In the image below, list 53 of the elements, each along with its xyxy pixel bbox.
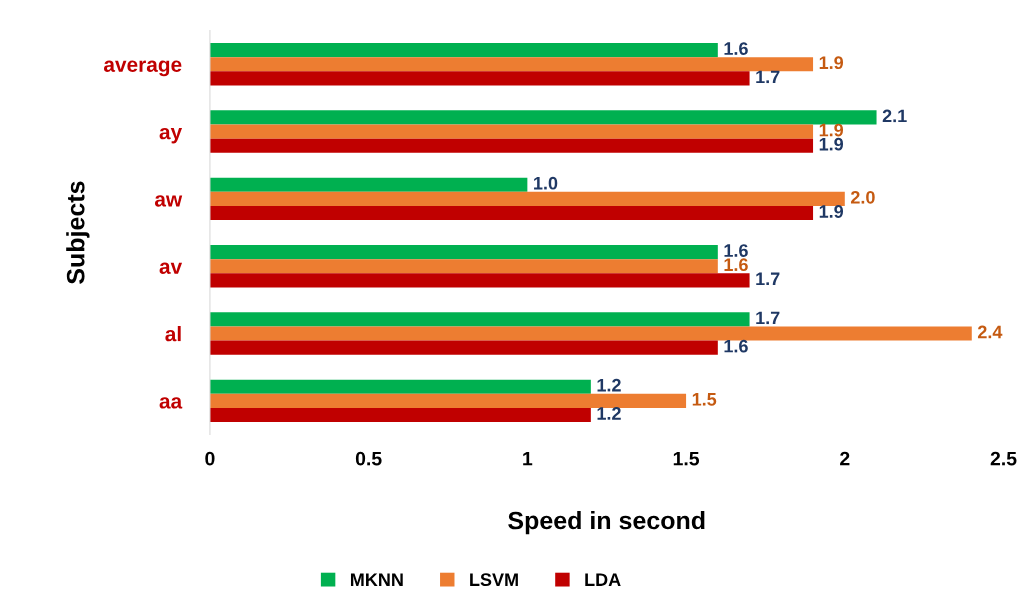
- data-label: 2.0: [850, 190, 875, 204]
- bar: [209, 43, 718, 58]
- y-axis-title: Subjects: [66, 181, 90, 284]
- bar: [209, 259, 718, 274]
- bar: [209, 57, 814, 72]
- bar: [209, 177, 528, 192]
- data-label: 1.0: [534, 176, 558, 190]
- bar: [209, 407, 591, 423]
- data-label: 1.7: [756, 272, 780, 286]
- data-label: 1.6: [724, 42, 748, 55]
- data-label: 1.7: [756, 311, 780, 325]
- data-label: 1.9: [819, 205, 844, 218]
- x-axis-title: Speed in second: [508, 510, 705, 535]
- y-tick-label: al: [165, 325, 181, 342]
- x-tick-label: 1: [523, 451, 533, 466]
- data-label: 1.7: [756, 70, 780, 84]
- bar: [209, 205, 814, 221]
- legend-label: MKNN: [350, 573, 403, 586]
- y-tick-label: aa: [159, 397, 183, 409]
- legend-label: LDA: [585, 573, 621, 586]
- data-label: 1.2: [597, 407, 621, 420]
- x-tick-label: 1.5: [673, 451, 700, 466]
- bar: [209, 379, 591, 394]
- bar: [209, 393, 687, 408]
- y-tick-label: ay: [159, 127, 183, 144]
- bar: [209, 326, 972, 341]
- data-label: 1.6: [724, 339, 748, 353]
- x-tick-label: 2.5: [990, 451, 1017, 466]
- y-tick-label: aw: [154, 195, 183, 207]
- data-label: 1.9: [819, 56, 844, 70]
- bar: [209, 340, 718, 355]
- data-label: 2.1: [882, 109, 907, 123]
- bar: [209, 124, 814, 139]
- data-label: 2.4: [977, 325, 1003, 339]
- data-label: 1.6: [724, 258, 748, 272]
- bar: [209, 191, 845, 206]
- legend-label: LSVM: [470, 573, 518, 587]
- bar: [209, 312, 750, 327]
- bar: [209, 273, 750, 288]
- bar: [209, 138, 814, 153]
- bar: [209, 110, 877, 125]
- bar: [209, 245, 718, 260]
- bar: [209, 71, 750, 86]
- data-label: 1.2: [597, 378, 621, 392]
- x-tick-label: 0.5: [355, 451, 382, 466]
- data-label: 1.9: [819, 123, 844, 137]
- data-label: 1.5: [692, 393, 717, 406]
- y-tick-label: av: [159, 262, 183, 274]
- y-tick-label: average: [103, 60, 182, 77]
- data-label: 1.6: [724, 244, 748, 257]
- x-tick-label: 2: [840, 451, 850, 466]
- data-label: 1.9: [819, 137, 844, 151]
- x-tick-label: 0: [205, 451, 215, 466]
